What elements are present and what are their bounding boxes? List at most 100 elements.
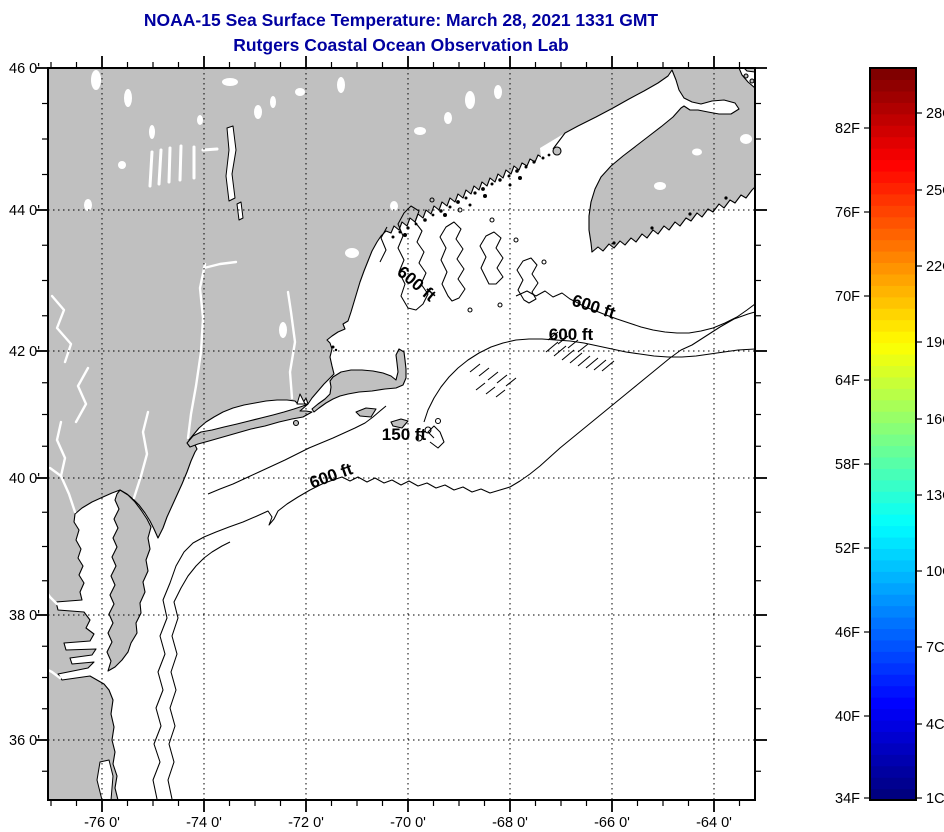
colorbar-band bbox=[870, 468, 916, 481]
colorbar-band bbox=[870, 342, 916, 355]
colorbar-band bbox=[870, 434, 916, 447]
bay-of-fundy-water bbox=[540, 70, 739, 252]
colorbar-band bbox=[870, 319, 916, 332]
colorbar-band bbox=[870, 102, 916, 115]
map-frame bbox=[47, 67, 756, 801]
colorbar: 82F 76F 70F 64F 58F 52F 46F 40F 34F 28C 25C 22C 19C 1… bbox=[835, 67, 944, 807]
colorbar-label-fahrenheit: 58F bbox=[835, 457, 860, 473]
mainland-landmass bbox=[48, 68, 755, 800]
x-tick-label: -66 0' bbox=[594, 815, 630, 831]
contour-depth-label: 600 ft bbox=[549, 325, 594, 344]
colorbar-band bbox=[870, 765, 916, 778]
strait-islet bbox=[743, 73, 749, 79]
colorbar-band bbox=[870, 353, 916, 366]
colorbar-band bbox=[870, 331, 916, 344]
y-tick-label: 36 0' bbox=[9, 733, 40, 749]
colorbar-label-fahrenheit: 82F bbox=[835, 121, 860, 137]
colorbar-band bbox=[870, 376, 916, 389]
georges-bank-hatching bbox=[469, 331, 615, 398]
x-tick-label: -70 0' bbox=[390, 815, 426, 831]
mohawk-river bbox=[202, 260, 238, 270]
marthas-vineyard bbox=[355, 407, 377, 418]
colorbar-label-fahrenheit: 52F bbox=[835, 541, 860, 557]
colorbar-band bbox=[870, 502, 916, 515]
map-water-features bbox=[48, 70, 752, 800]
colorbar-band bbox=[870, 148, 916, 161]
colorbar-band bbox=[870, 159, 916, 172]
colorbar-band bbox=[870, 239, 916, 252]
colorbar-band bbox=[870, 674, 916, 687]
colorbar-band bbox=[870, 205, 916, 218]
contour-jordan-basin bbox=[439, 221, 466, 302]
contour-georges-basin bbox=[516, 257, 539, 304]
shoal-loop-1 bbox=[424, 426, 432, 434]
colorbar-band bbox=[870, 571, 916, 584]
colorbar-label-celsius: 22C bbox=[926, 259, 944, 275]
colorbar-band bbox=[870, 422, 916, 435]
colorbar-band bbox=[870, 708, 916, 721]
shoal-loop-3 bbox=[415, 434, 423, 442]
colorbar-band bbox=[870, 582, 916, 595]
colorbar-frame bbox=[869, 67, 917, 801]
contour-shelf-600ft bbox=[152, 311, 755, 800]
colorbar-band bbox=[870, 388, 916, 401]
colorbar-band bbox=[870, 365, 916, 378]
colorbar-label-celsius: 7C bbox=[926, 640, 944, 656]
delaware-river bbox=[132, 410, 150, 500]
susquehanna-river bbox=[55, 420, 77, 514]
inland-lakes bbox=[84, 70, 752, 338]
y-tick-label: 44 0' bbox=[9, 203, 40, 219]
colorbar-band bbox=[870, 79, 916, 92]
colorbar-band bbox=[870, 113, 916, 126]
colorbar-band bbox=[870, 548, 916, 561]
contour-browns-bank-600ft bbox=[515, 290, 755, 334]
colorbar-label-celsius: 4C bbox=[926, 717, 944, 733]
delmarva-peninsula bbox=[106, 489, 152, 672]
colorbar-band bbox=[870, 662, 916, 675]
colorbar-band bbox=[870, 285, 916, 298]
lake-george bbox=[236, 201, 244, 221]
west-pa-river bbox=[74, 366, 90, 424]
narragansett-bay bbox=[296, 393, 306, 405]
contour-150ft-shelf bbox=[207, 405, 387, 495]
colorbar-band bbox=[870, 136, 916, 149]
colorbar-band bbox=[870, 296, 916, 309]
contour-coastal-arc bbox=[379, 226, 388, 263]
strait-islet-2 bbox=[749, 78, 755, 84]
james-river bbox=[48, 668, 62, 680]
colorbar-band bbox=[870, 525, 916, 538]
colorbar-band bbox=[870, 788, 916, 801]
colorbar-band bbox=[870, 68, 916, 81]
contour-specks bbox=[429, 197, 547, 313]
map-land bbox=[48, 68, 755, 800]
shoal-loop-2 bbox=[434, 417, 442, 425]
y-tick-label: 42 0' bbox=[9, 344, 40, 360]
colorbar-label-fahrenheit: 34F bbox=[835, 791, 860, 807]
colorbar-label-celsius: 19C bbox=[926, 335, 944, 351]
colorbar-band bbox=[870, 742, 916, 755]
contour-basin-3 bbox=[479, 231, 504, 285]
x-tick-label: -68 0' bbox=[492, 815, 528, 831]
colorbar-label-celsius: 16C bbox=[926, 412, 944, 428]
colorbar-band bbox=[870, 594, 916, 607]
y-tick-label: 46 0' bbox=[9, 61, 40, 77]
x-tick-label: -74 0' bbox=[186, 815, 222, 831]
colorbar-label-celsius: 28C bbox=[926, 106, 944, 122]
colorbar-label-fahrenheit: 64F bbox=[835, 373, 860, 389]
colorbar-band bbox=[870, 182, 916, 195]
colorbar-band bbox=[870, 639, 916, 652]
colorbar-label-celsius: 10C bbox=[926, 564, 944, 580]
colorbar-label-fahrenheit: 70F bbox=[835, 289, 860, 305]
colorbar-label-celsius: 1C bbox=[926, 791, 944, 807]
albemarle-lagoon bbox=[96, 759, 114, 800]
colorbar-bands bbox=[870, 68, 916, 801]
colorbar-band bbox=[870, 479, 916, 492]
colorbar-label-fahrenheit: 46F bbox=[835, 625, 860, 641]
nantucket bbox=[390, 418, 409, 429]
colorbar-band bbox=[870, 651, 916, 664]
colorbar-band bbox=[870, 559, 916, 572]
block-island bbox=[292, 419, 300, 427]
x-tick-label: -76 0' bbox=[84, 815, 120, 831]
